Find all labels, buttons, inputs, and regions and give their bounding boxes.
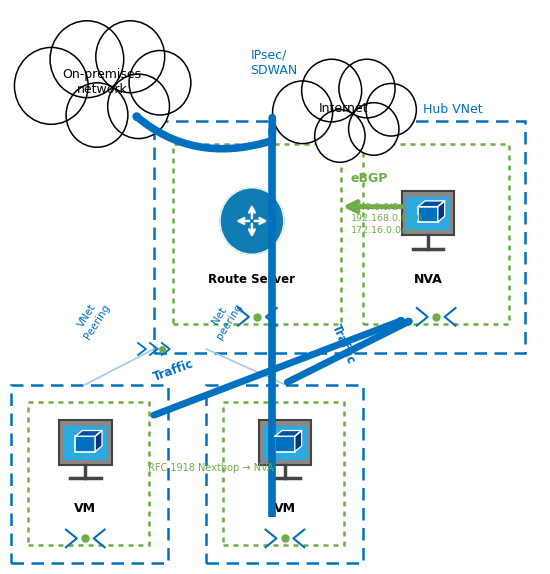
Bar (63, 426, 107, 460)
Text: RFC 1918 Nexthop → NVA: RFC 1918 Nexthop → NVA (148, 463, 273, 473)
Polygon shape (95, 430, 102, 452)
Text: VNet
Peering: VNet Peering (73, 296, 112, 341)
Polygon shape (75, 430, 102, 436)
Bar (28, 402, 148, 545)
Bar (173, 144, 341, 324)
FancyArrowPatch shape (272, 118, 273, 131)
Circle shape (14, 48, 88, 125)
Circle shape (96, 21, 164, 92)
FancyArrowPatch shape (154, 320, 402, 415)
Circle shape (108, 74, 169, 138)
Bar (75, 436, 95, 452)
Bar (59, 420, 112, 465)
Bar (402, 191, 454, 235)
Bar (275, 436, 295, 452)
Bar (154, 121, 525, 353)
Text: IPsec/
SDWAN: IPsec/ SDWAN (250, 49, 298, 77)
Bar (258, 420, 311, 465)
Polygon shape (275, 430, 302, 436)
FancyArrowPatch shape (136, 117, 270, 149)
Bar (263, 426, 307, 460)
Circle shape (66, 83, 128, 148)
Text: NVA: NVA (414, 273, 442, 286)
Bar (418, 207, 438, 222)
Polygon shape (418, 201, 445, 207)
Text: On-premises
network: On-premises network (62, 68, 141, 95)
Text: eBGP: eBGP (351, 172, 388, 185)
Bar (206, 385, 363, 563)
Circle shape (220, 188, 284, 254)
Bar (223, 402, 344, 545)
Circle shape (273, 81, 333, 144)
Text: Hub VNet: Hub VNet (424, 103, 483, 116)
Bar (363, 144, 509, 324)
Circle shape (349, 103, 399, 155)
Polygon shape (438, 201, 445, 222)
Circle shape (129, 51, 191, 115)
Circle shape (50, 21, 124, 98)
Circle shape (366, 83, 416, 136)
Text: 10.0.0.0/8
192.168.0.0/16
172.16.0.0/12: 10.0.0.0/8 192.168.0.0/16 172.16.0.0/12 (351, 202, 423, 235)
FancyArrowPatch shape (288, 321, 409, 382)
Circle shape (339, 59, 395, 118)
Circle shape (315, 110, 365, 162)
Text: Traffic: Traffic (151, 357, 195, 383)
Text: Route Server: Route Server (208, 273, 295, 286)
Bar (406, 197, 450, 230)
Text: Net
peering: Net peering (205, 296, 244, 342)
Circle shape (301, 59, 362, 122)
Text: Traffic: Traffic (329, 323, 358, 366)
Bar (11, 385, 168, 563)
Text: Internet: Internet (319, 102, 369, 115)
Text: VM: VM (74, 502, 96, 515)
Text: VM: VM (274, 502, 296, 515)
Polygon shape (295, 430, 302, 452)
